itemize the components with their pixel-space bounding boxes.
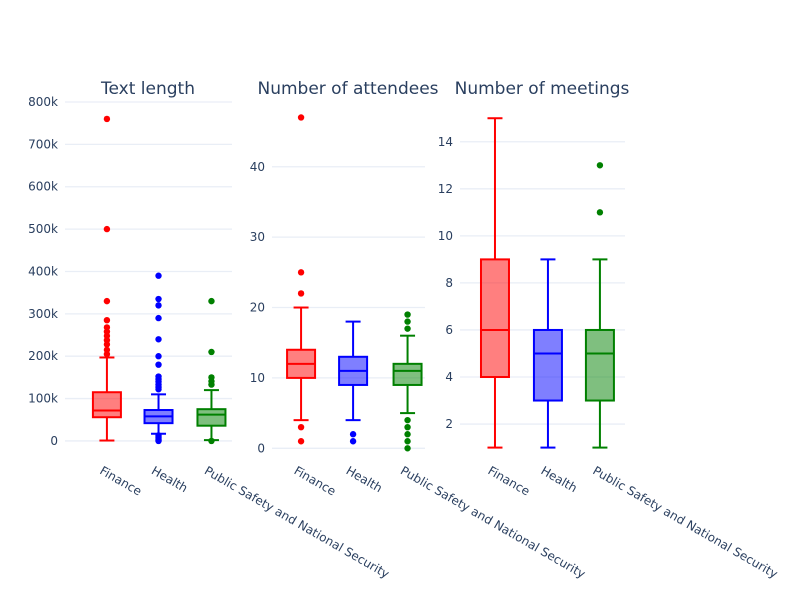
outlier-dot bbox=[349, 438, 357, 445]
outlier-dot bbox=[155, 272, 162, 279]
x-category-label: Finance bbox=[292, 463, 339, 498]
outlier-dot bbox=[103, 115, 111, 123]
y-tick-label: 700k bbox=[28, 137, 58, 151]
outlier-dot bbox=[155, 361, 162, 368]
outlier-dot bbox=[596, 209, 604, 216]
outlier-dot bbox=[155, 432, 162, 439]
outlier-dot bbox=[155, 336, 162, 343]
x-category-label: Health bbox=[344, 463, 385, 495]
iqr-box bbox=[91, 391, 122, 419]
outlier-dot bbox=[103, 297, 111, 305]
x-category-label: Health bbox=[149, 463, 190, 495]
y-tick-label: 100k bbox=[28, 392, 58, 406]
iqr-box bbox=[532, 328, 563, 402]
subplot-0: 0 100k 200k 300k 400k 500k 600k 700k 800k Finance… bbox=[28, 95, 392, 581]
y-tick-label: 10 bbox=[250, 371, 265, 385]
outlier-dot bbox=[103, 316, 111, 324]
outlier-dot bbox=[404, 318, 411, 325]
outlier-dot bbox=[404, 416, 411, 424]
y-tick-label: 0 bbox=[50, 434, 58, 448]
y-tick-label: 40 bbox=[250, 160, 265, 174]
outlier-dot bbox=[297, 438, 305, 445]
y-tick-label: 10 bbox=[438, 229, 453, 243]
iqr-box bbox=[584, 328, 615, 402]
outlier-dot bbox=[155, 314, 162, 322]
box-finance bbox=[286, 114, 317, 445]
outlier-dot bbox=[208, 348, 215, 356]
y-tick-label: 4 bbox=[445, 370, 453, 384]
outlier-dot bbox=[208, 437, 215, 445]
box-public-safety-and-national-security bbox=[392, 311, 423, 452]
outlier-dot bbox=[155, 295, 162, 303]
outlier-dot bbox=[404, 423, 411, 431]
box-health bbox=[338, 320, 369, 445]
y-tick-label: 300k bbox=[28, 307, 58, 321]
subplot-title-number-of-meetings: Number of meetings bbox=[454, 79, 630, 99]
outlier-dot bbox=[297, 114, 305, 121]
y-tick-label: 6 bbox=[445, 323, 453, 337]
y-tick-label: 8 bbox=[445, 276, 453, 290]
box-public-safety-and-national-security bbox=[196, 297, 227, 445]
outlier-dot bbox=[297, 290, 305, 297]
iqr-box bbox=[196, 408, 227, 427]
outlier-dot bbox=[404, 438, 411, 445]
y-tick-label: 600k bbox=[28, 180, 58, 194]
box-health bbox=[532, 258, 563, 449]
y-tick-label: 2 bbox=[445, 417, 453, 431]
box-finance bbox=[91, 115, 122, 442]
y-tick-label: 800k bbox=[28, 95, 58, 109]
outlier-dot bbox=[155, 302, 162, 309]
box-public-safety-and-national-security bbox=[584, 162, 615, 449]
box-finance bbox=[479, 117, 510, 449]
outlier-dot bbox=[404, 445, 411, 452]
x-category-label: Finance bbox=[97, 463, 144, 498]
outlier-dot bbox=[349, 431, 357, 438]
subplot-title-text-length: Text length bbox=[101, 79, 195, 99]
box-health bbox=[143, 272, 174, 445]
y-tick-label: 14 bbox=[438, 135, 453, 149]
y-tick-label: 0 bbox=[257, 441, 265, 455]
outlier-dot bbox=[103, 346, 111, 354]
y-tick-label: 200k bbox=[28, 349, 58, 363]
subplot-title-number-of-attendees: Number of attendees bbox=[257, 79, 439, 99]
y-tick-label: 20 bbox=[250, 301, 265, 315]
outlier-dot bbox=[404, 431, 411, 438]
iqr-box bbox=[479, 258, 510, 379]
outlier-dot bbox=[103, 225, 111, 233]
outlier-dot bbox=[596, 162, 604, 169]
outlier-dot bbox=[155, 353, 162, 360]
outlier-dot bbox=[155, 373, 162, 380]
outlier-dot bbox=[404, 325, 411, 332]
x-category-label: Finance bbox=[485, 463, 532, 498]
outlier-dot bbox=[404, 311, 411, 318]
y-tick-label: 12 bbox=[438, 182, 453, 196]
y-tick-label: 400k bbox=[28, 264, 58, 278]
x-category-label: Public Safety and National Security bbox=[590, 463, 780, 581]
y-tick-label: 500k bbox=[28, 222, 58, 236]
y-tick-label: 30 bbox=[250, 230, 265, 244]
outlier-dot bbox=[297, 423, 305, 431]
iqr-box bbox=[392, 362, 423, 386]
outlier-dot bbox=[208, 297, 215, 305]
x-category-label: Health bbox=[538, 463, 579, 495]
outlier-dot bbox=[297, 269, 305, 276]
outlier-dot bbox=[208, 374, 215, 381]
outlier-dot bbox=[103, 324, 111, 331]
